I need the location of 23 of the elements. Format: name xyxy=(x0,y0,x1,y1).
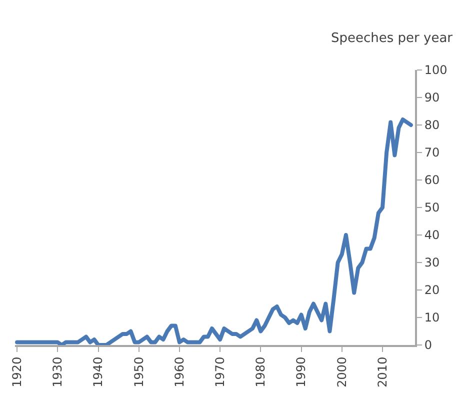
y-tick-label: 10 xyxy=(424,310,440,325)
x-tick-label: 1920 xyxy=(10,356,24,388)
x-tick-label: 1960 xyxy=(172,356,186,388)
y-tick-label: 0 xyxy=(424,338,432,352)
y-tick-label: 60 xyxy=(424,173,440,188)
x-tick-label: 1930 xyxy=(50,356,65,388)
y-tick-label: 70 xyxy=(424,146,440,160)
x-tick-label: 2010 xyxy=(375,356,390,388)
x-tick-label: 1970 xyxy=(212,356,227,388)
y-tick-label: 50 xyxy=(424,200,440,215)
x-tick-label: 1950 xyxy=(132,356,146,388)
y-axis-title: Speeches per year xyxy=(331,31,454,46)
y-tick-label: 30 xyxy=(424,256,440,270)
x-tick-label: 1980 xyxy=(254,356,268,388)
x-tick-label: 1990 xyxy=(294,356,308,388)
line-series xyxy=(15,118,413,345)
y-tick-label: 20 xyxy=(424,283,440,298)
y-tick-label: 100 xyxy=(424,63,448,78)
y-tick-label: 40 xyxy=(424,228,440,242)
y-tick-label: 90 xyxy=(424,90,440,105)
x-tick-label: 2000 xyxy=(334,356,349,388)
x-tick-label: 1940 xyxy=(91,356,106,388)
y-tick-label: 80 xyxy=(424,118,440,132)
